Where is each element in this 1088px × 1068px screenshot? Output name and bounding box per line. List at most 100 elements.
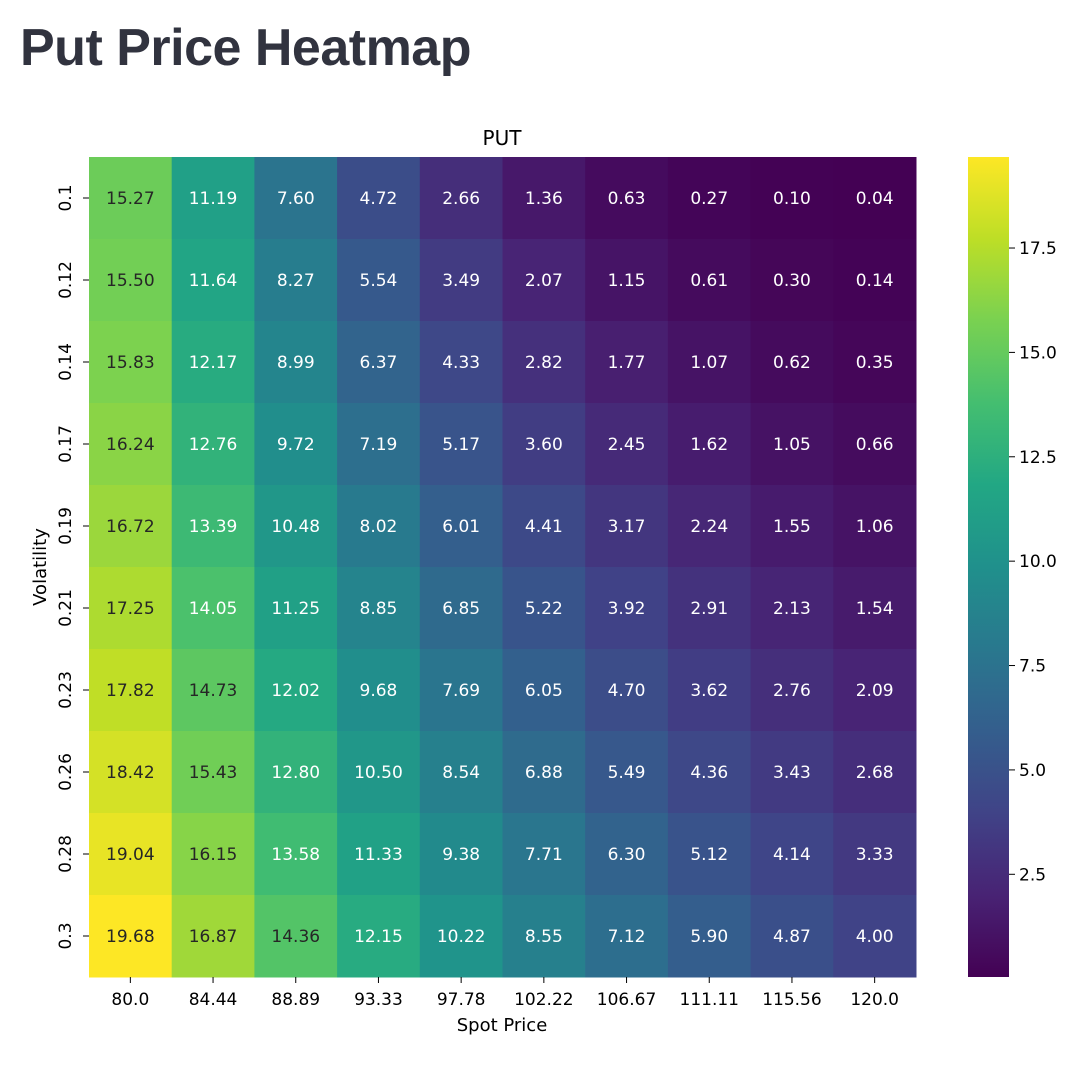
heatmap-cell [502,239,586,322]
heatmap-cell [833,895,917,978]
cell-value-label: 18.42 [106,763,155,783]
cell-value-label: 15.43 [189,763,238,783]
cell-value-label: 8.27 [277,271,315,291]
cell-value-label: 19.04 [106,845,155,865]
heatmap-cell [419,813,503,896]
cell-value-label: 2.13 [773,599,811,619]
heatmap-cell [171,321,255,404]
cell-value-label: 4.36 [690,763,728,783]
heatmap-cell [833,813,917,896]
cell-value-label: 7.12 [608,927,646,947]
heatmap-cell [171,649,255,732]
colorbar-tick-label: 2.5 [1019,865,1046,885]
heatmap-cell [89,239,173,322]
colorbar-ticks: 2.5 5.0 7.5 10.0 12.5 15.0 17.5 [1009,239,1057,885]
heatmap-cell [667,403,752,486]
cell-value-label: 6.30 [608,845,646,865]
y-tick-label: 0.1 [56,184,76,211]
cell-value-label: 3.62 [690,681,728,701]
cell-value-label: 8.55 [525,927,563,947]
heatmap-cell [89,321,173,404]
heatmap-cell [833,157,917,240]
heatmap-cell [750,813,834,896]
heatmap-cell [171,895,255,978]
cell-value-label: 0.14 [856,271,894,291]
heatmap-cell [667,321,752,404]
cell-value-label: 4.87 [773,927,811,947]
cell-value-label: 0.30 [773,271,811,291]
cell-value-label: 16.72 [106,517,155,537]
heatmap-cell [750,157,834,240]
colorbar-tick-label: 5.0 [1019,761,1046,781]
heatmap-cell [502,157,586,240]
cell-value-label: 4.41 [525,517,563,537]
cell-value-label: 5.22 [525,599,563,619]
heatmap-cell [419,649,503,732]
colorbar-tick-label: 15.0 [1019,343,1057,363]
heatmap-cell [337,649,421,732]
cell-value-label: 12.76 [189,435,238,455]
cell-value-label: 5.17 [442,435,480,455]
cell-value-label: 16.87 [189,927,238,947]
page-title: Put Price Heatmap [20,19,472,77]
y-axis-label: Volatility [30,528,51,606]
heatmap-cell [337,567,421,650]
cell-value-label: 2.24 [690,517,728,537]
chart-title: PUT [483,126,523,150]
cell-value-label: 12.02 [271,681,320,701]
heatmap-cell [833,731,917,814]
heatmap-cell [171,731,255,814]
cell-value-label: 2.45 [608,435,646,455]
cell-value-label: 17.82 [106,681,155,701]
cell-value-label: 15.50 [106,271,155,291]
cell-value-label: 1.55 [773,517,811,537]
cell-value-label: 3.60 [525,435,563,455]
cell-value-label: 3.92 [608,599,646,619]
cell-value-label: 8.99 [277,353,315,373]
y-axis-ticks: 0.1 0.12 0.14 0.17 0.19 0.21 0.23 0.26 0.28 0.3 [56,184,89,950]
heatmap-cell [833,485,917,568]
heatmap-cell [502,403,586,486]
colorbar-tick-label: 12.5 [1019,448,1057,468]
heatmap-cell [171,403,255,486]
y-tick-label: 0.3 [56,922,76,949]
heatmap-cell [419,239,503,322]
heatmap-cell [254,813,338,896]
cell-value-label: 6.37 [360,353,398,373]
heatmap-cell [171,813,255,896]
cell-value-label: 1.62 [690,435,728,455]
cell-value-label: 14.05 [189,599,238,619]
y-tick-label: 0.17 [56,425,76,463]
x-tick-label: 88.89 [271,990,320,1010]
heatmap-cell [667,731,752,814]
x-tick-label: 120.0 [850,990,899,1010]
cell-value-label: 0.61 [690,271,728,291]
y-tick-label: 0.23 [56,671,76,709]
heatmap-cell [585,649,669,732]
cell-value-label: 5.90 [690,927,728,947]
cell-value-label: 14.73 [189,681,238,701]
heatmap-cell [833,649,917,732]
heatmap-cell [419,321,503,404]
heatmap-cell [750,321,834,404]
y-tick-label: 0.21 [56,589,76,627]
heatmap-cell [419,403,503,486]
heatmap-cell [171,239,255,322]
heatmap-cell [667,649,752,732]
heatmap-cell [667,485,752,568]
cell-value-label: 12.17 [189,353,238,373]
cell-value-label: 2.09 [856,681,894,701]
cell-value-label: 1.06 [856,517,894,537]
x-axis-label: Spot Price [457,1015,548,1036]
cell-value-label: 11.64 [189,271,238,291]
y-tick-label: 0.12 [56,261,76,299]
heatmap-cell [254,649,338,732]
heatmap-cell [833,567,917,650]
heatmap-cell [502,649,586,732]
heatmap-cell [750,239,834,322]
cell-value-label: 13.39 [189,517,238,537]
cell-value-label: 2.68 [856,763,894,783]
cell-value-label: 7.69 [442,681,480,701]
heatmap-cells [89,157,917,978]
